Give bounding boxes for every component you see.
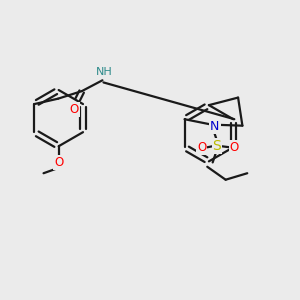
Text: O: O [230,141,239,154]
Text: NH: NH [96,67,113,76]
Text: O: O [54,156,63,169]
Text: N: N [210,120,220,133]
Text: O: O [197,141,206,154]
Text: S: S [213,139,221,153]
Text: O: O [70,103,79,116]
